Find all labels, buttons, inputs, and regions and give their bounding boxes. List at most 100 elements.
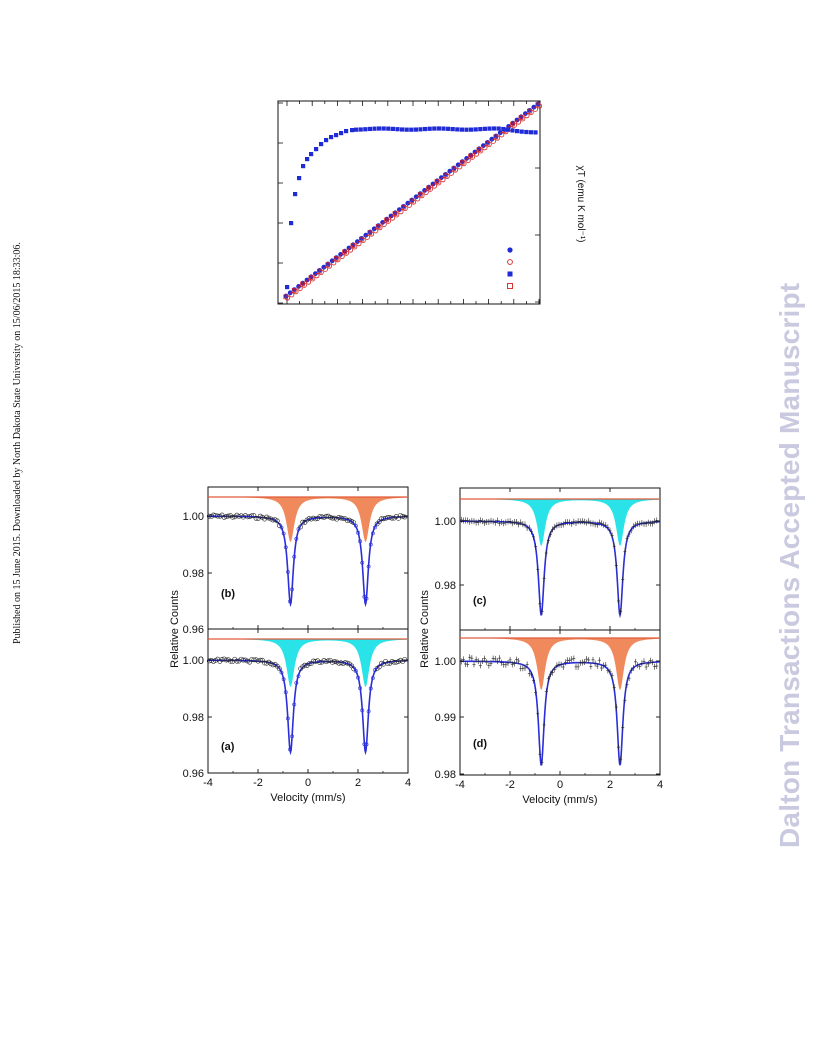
y-tick-label: 0.96 xyxy=(183,768,204,780)
series-point xyxy=(392,211,398,216)
panel-frame xyxy=(459,487,661,631)
data-point xyxy=(351,666,357,672)
series-point xyxy=(440,177,446,183)
series-point xyxy=(510,128,515,133)
series-point xyxy=(485,140,490,146)
series-point xyxy=(309,152,314,157)
data-point xyxy=(279,525,284,530)
series-point xyxy=(451,166,457,172)
data-point xyxy=(398,513,403,518)
series-point xyxy=(446,126,451,131)
component-fill xyxy=(460,638,660,691)
panel-label: (c) xyxy=(473,595,487,607)
series-point xyxy=(455,127,460,132)
series-point xyxy=(426,185,431,191)
x-tick-label: -4 xyxy=(203,777,213,789)
series-point xyxy=(441,126,446,131)
data-point xyxy=(288,599,292,604)
series-point xyxy=(297,285,303,291)
x-tick-label: 0 xyxy=(305,777,311,789)
series-point xyxy=(333,256,339,261)
series-point xyxy=(450,127,455,132)
panel-d: 1.00 0.99 0.98 (d) -4 -2 0 2 4 Velocity (mm/s) xyxy=(435,629,663,806)
data-point xyxy=(325,658,331,664)
data-point xyxy=(313,516,318,522)
y-tick-label: 1.00 xyxy=(435,516,456,528)
series-point xyxy=(305,279,312,285)
data-point xyxy=(223,657,229,663)
series-point xyxy=(367,230,373,236)
series-point xyxy=(359,236,364,242)
top-chart-points xyxy=(283,101,543,301)
series-point xyxy=(413,127,418,132)
data-point xyxy=(362,742,367,747)
panel-label: (d) xyxy=(473,738,487,750)
data-point xyxy=(276,523,282,528)
data-point xyxy=(292,554,297,559)
series-point xyxy=(377,126,382,131)
x-tick-label: 0 xyxy=(557,779,563,791)
panel-label: (a) xyxy=(221,741,235,753)
data-point xyxy=(285,716,290,721)
series-point xyxy=(317,268,322,274)
y-tick-label: 0.98 xyxy=(183,568,204,580)
series-point xyxy=(457,164,463,170)
data-point xyxy=(358,539,363,544)
series-point xyxy=(406,202,412,208)
data-point xyxy=(385,661,391,666)
y-tick-label: 1.00 xyxy=(183,655,204,667)
series-point xyxy=(478,127,483,132)
data-point xyxy=(294,536,299,541)
series-point xyxy=(515,128,520,134)
series-point xyxy=(364,234,370,240)
series-point xyxy=(469,127,474,132)
series-point xyxy=(342,249,347,255)
series-point xyxy=(535,102,541,108)
series-point xyxy=(314,147,319,152)
data-point xyxy=(276,666,282,672)
data-point xyxy=(234,658,240,664)
series-point xyxy=(389,215,396,221)
series-point xyxy=(493,134,499,140)
series-point xyxy=(283,294,289,300)
series-point xyxy=(293,192,298,197)
data-point xyxy=(283,545,288,550)
series-point xyxy=(473,127,478,132)
series-point xyxy=(519,129,524,134)
series-point xyxy=(464,127,469,132)
x-tick-label: 4 xyxy=(405,777,411,789)
series-point xyxy=(505,127,510,132)
series-point xyxy=(476,147,482,152)
series-point xyxy=(395,127,400,132)
series-point xyxy=(344,129,349,134)
y-tick-label: 0.96 xyxy=(183,624,204,636)
series-point xyxy=(372,126,377,131)
series-point xyxy=(482,126,487,131)
data-point xyxy=(290,587,295,592)
series-point xyxy=(443,172,448,178)
series-point xyxy=(409,127,414,132)
series-point xyxy=(431,183,438,189)
series-point xyxy=(524,129,529,135)
series-point xyxy=(381,126,386,131)
x-tick-label: -2 xyxy=(253,777,263,789)
data-point xyxy=(249,513,255,519)
data-point xyxy=(317,660,323,665)
series-point xyxy=(305,157,310,162)
data-point xyxy=(370,531,375,536)
data-point xyxy=(274,518,280,524)
series-point xyxy=(297,176,302,181)
series-point xyxy=(381,221,387,227)
series-point xyxy=(398,209,404,215)
series-point xyxy=(527,108,532,114)
data-point xyxy=(368,542,373,547)
series-point xyxy=(400,127,405,132)
x-axis-label: Velocity (mm/s) xyxy=(522,794,597,806)
series-point xyxy=(329,135,334,140)
data-point xyxy=(340,516,346,521)
series-point xyxy=(415,196,421,202)
series-point xyxy=(339,131,344,136)
data-point xyxy=(313,659,318,664)
series-point xyxy=(367,126,372,132)
data-point xyxy=(302,662,308,668)
